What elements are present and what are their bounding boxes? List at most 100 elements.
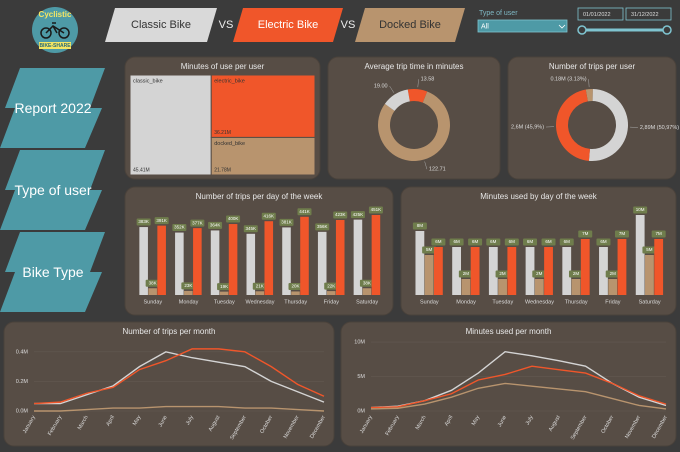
leader-line xyxy=(389,85,395,93)
value-label-bg xyxy=(468,238,483,246)
value-label-bg xyxy=(422,246,437,254)
value-label-bg xyxy=(359,279,374,287)
nav-text-box: Bike Type xyxy=(22,264,84,280)
dropdown-arrow[interactable] xyxy=(558,24,566,29)
bar xyxy=(525,247,535,295)
classic-bike-button[interactable] xyxy=(105,8,217,42)
donut-slice xyxy=(585,89,593,102)
nav-label[interactable]: Report 2022 xyxy=(14,100,92,116)
bar xyxy=(157,225,166,295)
slice-label: 0.18M (3.13%) xyxy=(550,77,586,83)
treemap-tile xyxy=(210,74,316,138)
bar xyxy=(544,247,553,295)
value-label-bg xyxy=(315,223,330,231)
bar xyxy=(635,215,645,295)
value-label-bg xyxy=(217,283,232,291)
value-label-bg xyxy=(172,224,187,232)
value-label: 8M xyxy=(417,223,424,228)
bar xyxy=(488,247,498,295)
value-label: 5M xyxy=(646,247,653,252)
value-label: 6M xyxy=(509,239,516,244)
bar xyxy=(608,279,618,295)
docked-bike-button[interactable] xyxy=(355,8,465,42)
value-label: 364K xyxy=(210,223,221,228)
nav-item[interactable] xyxy=(0,232,105,312)
date-end[interactable]: 31/12/2022 xyxy=(631,12,659,18)
value-label-bg xyxy=(495,270,510,278)
value-label: 6M xyxy=(435,239,442,244)
bar xyxy=(461,279,471,295)
nav-item[interactable] xyxy=(0,150,105,230)
donut-slice xyxy=(407,89,428,103)
vs-label: VS xyxy=(219,19,234,31)
value-label: 10M xyxy=(636,207,645,212)
value-label: 21K xyxy=(256,283,264,288)
nav-label[interactable]: Bike Type xyxy=(22,264,84,280)
value-label: 425K xyxy=(353,212,364,217)
value-label-bg xyxy=(324,282,339,290)
chart-title: Number of trips per day of the week xyxy=(196,192,324,201)
x-tick-label: Wednesday xyxy=(246,299,275,305)
slider-handle[interactable] xyxy=(662,25,672,35)
bar xyxy=(291,291,300,295)
x-tick-label: April xyxy=(105,415,116,428)
filter-dropdown[interactable] xyxy=(477,19,568,33)
slider-handle[interactable] xyxy=(577,25,587,35)
value-label: 391K xyxy=(156,218,167,223)
date-start-box[interactable] xyxy=(577,7,624,21)
value-label-bg xyxy=(578,230,593,238)
value-label-bg xyxy=(136,218,151,226)
bar xyxy=(184,290,193,295)
date-start[interactable]: 01/01/2022 xyxy=(583,12,611,18)
value-label-bg xyxy=(181,282,196,290)
value-label: 423K xyxy=(335,212,346,217)
electric-bike-button[interactable] xyxy=(233,8,343,42)
value-label: 383K xyxy=(138,219,149,224)
bar xyxy=(264,221,274,295)
value-label-bg xyxy=(568,270,583,278)
logo-tag-bg xyxy=(39,42,71,49)
value-label: 2M xyxy=(573,271,580,276)
date-end-box[interactable] xyxy=(625,7,672,21)
bar xyxy=(571,279,581,295)
bar xyxy=(654,239,664,295)
bar xyxy=(326,291,336,295)
x-tick-label: Sunday xyxy=(420,299,439,305)
value-label-bg xyxy=(449,238,464,246)
donut-slice xyxy=(384,89,410,111)
slice-label: 2,6M (45,9%) xyxy=(511,124,544,130)
tile-label: docked_bike xyxy=(214,141,245,147)
value-label: 20K xyxy=(291,284,299,289)
logo-wheel xyxy=(58,27,70,39)
filter-value[interactable]: All xyxy=(481,23,489,30)
value-label-bg xyxy=(190,219,205,227)
logo-name: Cyclistic xyxy=(39,10,72,19)
bar xyxy=(335,219,345,295)
bar xyxy=(507,247,517,295)
x-tick-label: May xyxy=(471,415,482,427)
x-tick-label: Wednesday xyxy=(525,299,554,305)
tile-label: classic_bike xyxy=(133,78,163,84)
value-label-bg xyxy=(226,215,241,223)
nav-item[interactable] xyxy=(0,68,105,148)
value-label: 441K xyxy=(299,209,310,214)
x-tick-label: June xyxy=(497,415,508,428)
value-label: 352K xyxy=(174,225,185,230)
nav-label[interactable]: Type of user xyxy=(14,182,92,198)
button-label[interactable]: Electric Bike xyxy=(258,19,319,31)
tile-value: 45.41M xyxy=(133,167,150,173)
bar xyxy=(645,255,654,295)
value-label-bg xyxy=(350,211,365,219)
value-label: 377K xyxy=(192,220,203,225)
tile-label: electric_bike xyxy=(214,78,245,84)
button-label[interactable]: Classic Bike xyxy=(131,19,191,31)
value-label: 345K xyxy=(246,226,257,231)
x-tick-label: Friday xyxy=(605,299,621,305)
value-label: 19K xyxy=(220,284,228,289)
value-label: 2M xyxy=(536,271,543,276)
button-label[interactable]: Docked Bike xyxy=(379,19,441,31)
value-label-bg xyxy=(279,218,294,226)
value-label-bg xyxy=(431,238,446,246)
value-label-bg xyxy=(596,238,611,246)
